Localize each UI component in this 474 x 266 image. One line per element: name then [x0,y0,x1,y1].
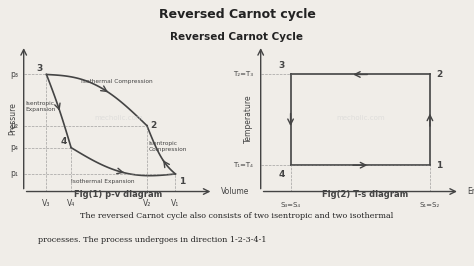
Text: Reversed Carnot cycle: Reversed Carnot cycle [159,8,315,21]
Text: 2: 2 [151,121,157,130]
Text: V₄: V₄ [67,199,75,208]
Text: p₃: p₃ [10,70,18,79]
Text: The reversed Carnot cycle also consists of two isentropic and two isothermal: The reversed Carnot cycle also consists … [81,212,393,220]
Text: Fig(1) p-v diagram: Fig(1) p-v diagram [74,190,163,199]
Text: p₂: p₂ [10,121,18,130]
Text: processes. The process undergoes in direction 1-2-3-4-1: processes. The process undergoes in dire… [38,236,266,244]
Text: T₂=T₃: T₂=T₃ [233,72,253,77]
Text: S₁=S₂: S₁=S₂ [420,202,440,208]
Text: V₁: V₁ [171,199,180,208]
Text: Pressure: Pressure [8,102,17,135]
Text: 1: 1 [179,177,185,186]
Text: mecholic.com: mecholic.com [94,115,143,121]
Text: S₃=S₄: S₃=S₄ [281,202,301,208]
Text: p₄: p₄ [10,143,18,152]
Text: Isothermal Compression: Isothermal Compression [81,79,152,84]
Text: p₁: p₁ [10,169,18,178]
Text: Isentropic
Expansion: Isentropic Expansion [26,101,56,112]
Text: Reversed Carnot Cycle: Reversed Carnot Cycle [171,32,303,42]
Text: Entropy: Entropy [468,187,474,196]
Text: Volume: Volume [221,187,249,196]
Text: 4: 4 [278,170,284,178]
Text: 3: 3 [36,64,43,73]
Text: Fig(2) T-s diagram: Fig(2) T-s diagram [322,190,408,199]
Text: 1: 1 [436,161,442,170]
Text: V₃: V₃ [42,199,51,208]
Text: T₁=T₄: T₁=T₄ [233,162,253,168]
Text: 3: 3 [278,61,284,70]
Text: Temperature: Temperature [244,94,253,143]
Text: 4: 4 [61,137,67,146]
Text: Isothermal Expansion: Isothermal Expansion [71,179,135,184]
Text: Isentropic
Compression: Isentropic Compression [149,141,187,152]
Text: 2: 2 [436,70,442,79]
Text: V₂: V₂ [143,199,151,208]
Text: mecholic.com: mecholic.com [336,115,384,121]
